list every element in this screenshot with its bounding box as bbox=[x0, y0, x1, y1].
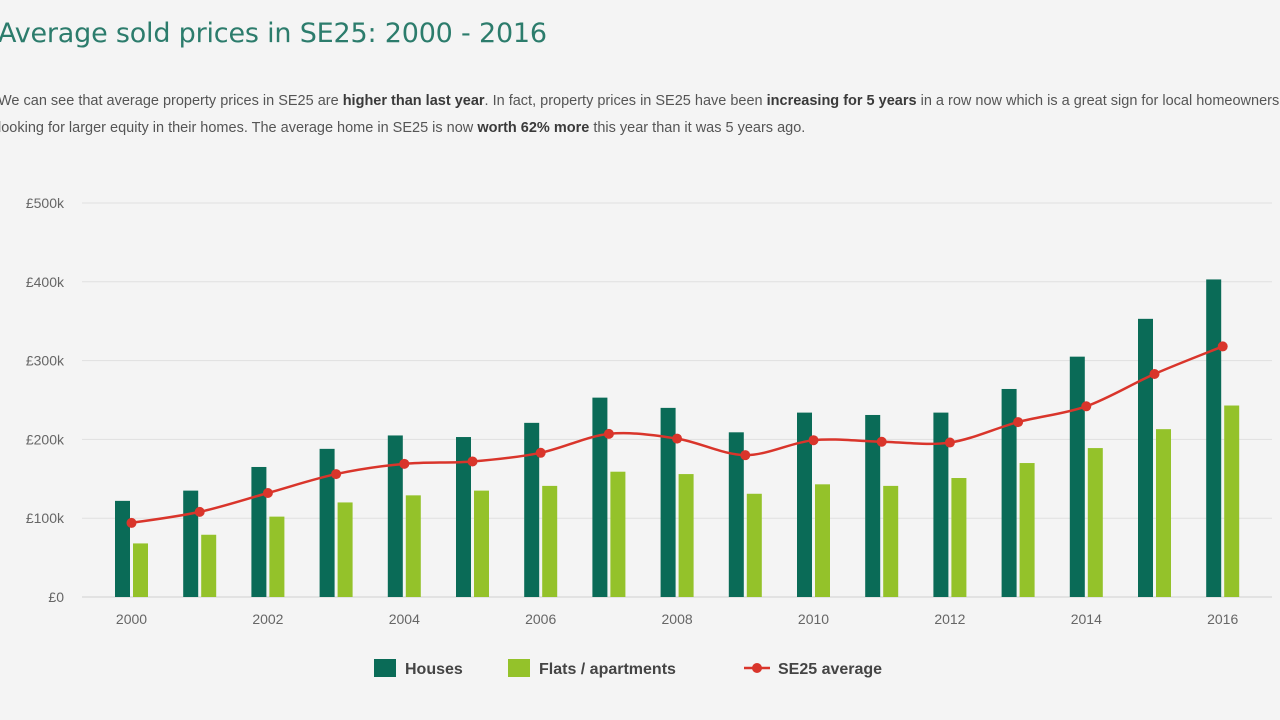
x-tick-label: 2000 bbox=[116, 611, 147, 627]
bar-flats bbox=[542, 485, 558, 597]
bar-houses bbox=[115, 500, 130, 597]
bar-houses bbox=[183, 490, 199, 597]
average-point bbox=[126, 517, 137, 528]
bar-flats bbox=[678, 474, 694, 597]
x-tick-label: 2006 bbox=[525, 611, 556, 627]
bar-houses bbox=[1206, 279, 1222, 597]
average-point bbox=[194, 506, 205, 517]
intro-text-2: . In fact, property prices in SE25 have … bbox=[484, 93, 767, 109]
intro-paragraph: We can see that average property prices … bbox=[0, 88, 1280, 142]
page-title: Average sold prices in SE25: 2000 - 2016 bbox=[0, 18, 547, 49]
bar-flats bbox=[883, 485, 899, 597]
bar-flats bbox=[951, 478, 967, 597]
legend-swatch-flats bbox=[508, 659, 530, 677]
bar-houses bbox=[865, 414, 881, 597]
bar-flats bbox=[269, 516, 285, 597]
average-point bbox=[262, 487, 273, 498]
average-point bbox=[1013, 417, 1024, 428]
intro-text-3: in a row now which is a great sign for l… bbox=[0, 93, 1280, 136]
average-point bbox=[331, 469, 342, 480]
legend-swatch-houses bbox=[374, 659, 396, 677]
bar-houses bbox=[456, 437, 471, 597]
bar-flats bbox=[405, 495, 421, 597]
bar-flats bbox=[133, 543, 148, 597]
bar-flats bbox=[1087, 448, 1103, 597]
x-tick-label: 2008 bbox=[662, 611, 693, 627]
intro-highlight-2: increasing for 5 years bbox=[766, 93, 917, 109]
x-tick-label: 2016 bbox=[1207, 611, 1238, 627]
average-point bbox=[399, 458, 410, 469]
bar-flats bbox=[1156, 429, 1171, 597]
average-point bbox=[1217, 341, 1228, 352]
y-tick-label: £400k bbox=[26, 274, 65, 290]
average-point bbox=[740, 450, 751, 461]
bar-houses bbox=[728, 432, 744, 597]
bar-houses bbox=[1069, 356, 1085, 597]
bars bbox=[115, 279, 1240, 597]
average-point bbox=[808, 435, 819, 446]
bar-flats bbox=[1224, 405, 1240, 597]
bar-flats bbox=[610, 471, 626, 597]
bar-flats bbox=[1019, 463, 1035, 597]
x-tick-label: 2014 bbox=[1071, 611, 1102, 627]
bar-houses bbox=[251, 466, 267, 597]
intro-highlight-3: worth 62% more bbox=[477, 120, 590, 136]
average-point bbox=[1081, 401, 1092, 412]
average-point bbox=[672, 433, 683, 444]
bar-houses bbox=[933, 412, 949, 597]
bar-houses bbox=[319, 448, 335, 597]
bar-flats bbox=[201, 534, 217, 597]
legend-label-average: SE25 average bbox=[778, 661, 882, 678]
average-point bbox=[603, 428, 614, 439]
x-tick-label: 2002 bbox=[252, 611, 283, 627]
y-tick-label: £100k bbox=[26, 510, 65, 526]
x-axis-ticks: 2000 2002 2004 2006 2008 2010 2012 2014 2016 bbox=[116, 611, 1239, 627]
bar-houses bbox=[660, 407, 676, 597]
x-tick-label: 2010 bbox=[798, 611, 829, 627]
intro-text-4: this year than it was 5 years ago. bbox=[589, 120, 806, 136]
average-line bbox=[126, 341, 1228, 528]
x-tick-label: 2004 bbox=[389, 611, 420, 627]
intro-text-1: We can see that average property prices … bbox=[0, 93, 343, 109]
average-point bbox=[1149, 368, 1160, 379]
legend-swatch-average-dot bbox=[752, 663, 762, 673]
average-point bbox=[467, 456, 478, 467]
bar-flats bbox=[474, 490, 489, 597]
y-tick-label: £200k bbox=[26, 431, 65, 447]
bar-flats bbox=[337, 502, 353, 597]
bar-flats bbox=[746, 493, 762, 597]
y-axis-ticks: £0 £100k £200k £300k £400k £500k bbox=[26, 195, 65, 605]
bar-houses bbox=[1001, 388, 1017, 597]
bar-flats bbox=[815, 484, 830, 597]
legend-label-houses: Houses bbox=[405, 661, 463, 678]
average-point bbox=[944, 437, 955, 448]
legend-label-flats: Flats / apartments bbox=[539, 661, 676, 678]
legend: Houses Flats / apartments SE25 average bbox=[374, 659, 882, 678]
bar-houses bbox=[592, 397, 608, 597]
y-tick-label: £300k bbox=[26, 353, 65, 369]
y-tick-label: £500k bbox=[26, 195, 65, 211]
average-point bbox=[876, 436, 887, 447]
intro-highlight-1: higher than last year bbox=[342, 93, 485, 109]
bar-houses bbox=[1138, 318, 1153, 597]
x-tick-label: 2012 bbox=[934, 611, 965, 627]
bar-houses bbox=[797, 412, 812, 597]
y-tick-label: £0 bbox=[48, 589, 64, 605]
average-point bbox=[535, 447, 546, 458]
bar-houses bbox=[387, 435, 403, 597]
bar-houses bbox=[524, 422, 540, 597]
